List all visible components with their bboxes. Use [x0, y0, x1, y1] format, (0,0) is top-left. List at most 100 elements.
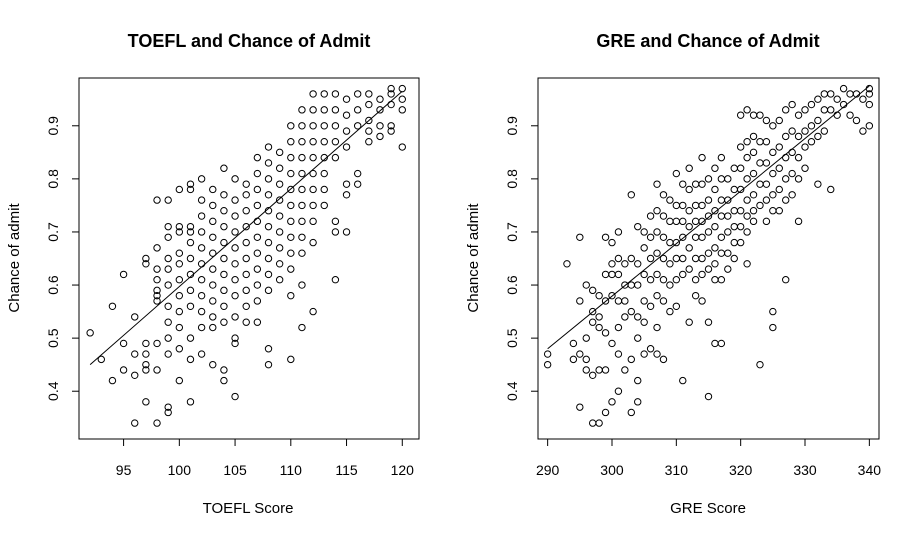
gre-data-point	[814, 116, 822, 125]
toefl-data-point	[287, 233, 295, 241]
toefl-data-point	[153, 265, 161, 273]
gre-data-point	[601, 408, 610, 417]
toefl-data-point	[342, 143, 351, 151]
gre-data-point	[743, 196, 751, 204]
toefl-data-point	[287, 217, 295, 226]
toefl-data-point	[153, 286, 161, 295]
gre-data-point	[653, 180, 661, 188]
gre-data-point	[762, 116, 771, 125]
gre-data-point	[698, 254, 706, 263]
gre-data-point	[846, 90, 854, 98]
toefl-data-point	[186, 355, 195, 364]
gre-data-point	[679, 180, 687, 188]
gre-data-point	[756, 159, 764, 167]
gre-data-point	[640, 318, 648, 326]
toefl-data-point	[231, 276, 239, 284]
gre-data-point	[865, 100, 874, 109]
toefl-data-point	[264, 143, 273, 151]
toefl-data-point	[353, 90, 362, 98]
toefl-data-point	[153, 291, 161, 300]
toefl-data-point	[142, 254, 150, 263]
toefl-data-point	[142, 366, 150, 374]
toefl-data-point	[231, 334, 239, 342]
gre-data-point	[756, 138, 764, 146]
toefl-data-point	[287, 153, 295, 162]
gre-data-point	[743, 106, 751, 114]
toefl-data-point	[186, 238, 195, 247]
gre-data-point	[749, 169, 758, 178]
gre-data-point	[640, 297, 648, 305]
toefl-data-point	[287, 122, 295, 130]
gre-data-point	[614, 387, 623, 395]
toefl-data-point	[353, 106, 362, 114]
toefl-data-point	[331, 106, 340, 114]
gre-data-point	[627, 307, 635, 316]
toefl-data-point	[298, 281, 306, 289]
gre-data-point	[588, 318, 597, 326]
gre-data-point	[588, 286, 597, 295]
toefl-data-point	[153, 366, 161, 374]
toefl-data-point	[275, 276, 284, 284]
toefl-data-point	[387, 127, 395, 135]
toefl-trendline-group	[89, 90, 403, 366]
gre-data-point	[653, 270, 661, 279]
gre-data-point	[833, 95, 841, 103]
toefl-data-point	[108, 376, 117, 385]
gre-data-point	[640, 270, 648, 279]
gre-data-point	[679, 254, 687, 263]
gre-data-point	[621, 313, 629, 321]
gre-data-point	[820, 127, 829, 135]
toefl-data-point	[298, 233, 306, 241]
gre-data-point	[646, 233, 655, 241]
toefl-data-point	[164, 302, 172, 310]
toefl-data-point	[275, 260, 284, 268]
gre-data-point	[704, 249, 713, 257]
gre-data-point	[717, 249, 726, 257]
gre-data-point	[769, 191, 777, 199]
toefl-trend-line	[89, 90, 403, 366]
gre-data-point	[698, 297, 706, 305]
gre-data-point	[685, 185, 693, 194]
gre-data-point	[704, 392, 713, 401]
gre-data-point	[743, 228, 751, 236]
toefl-data-point	[365, 116, 373, 125]
gre-data-point	[627, 191, 635, 199]
gre-data-point	[659, 276, 668, 284]
gre-data-point	[595, 366, 603, 374]
toefl-data-point	[264, 360, 273, 369]
toefl-data-point	[175, 228, 184, 236]
toefl-data-point	[220, 222, 228, 231]
gre-x-axis-label: GRE Score	[670, 500, 746, 517]
toefl-data-point	[287, 169, 295, 178]
toefl-data-point	[387, 122, 395, 130]
gre-data-point	[672, 201, 681, 210]
toefl-data-point	[197, 323, 206, 332]
toefl-data-point	[298, 169, 306, 178]
gre-data-point	[743, 175, 751, 183]
gre-data-point	[627, 408, 635, 417]
toefl-data-point	[231, 175, 239, 183]
gre-chart-title: GRE and Chance of Admit	[596, 31, 819, 51]
gre-trendline-group	[547, 85, 870, 350]
toefl-data-point	[242, 191, 250, 199]
gre-data-point	[749, 207, 758, 215]
toefl-data-point	[186, 228, 195, 236]
toefl-data-point	[320, 122, 328, 130]
toefl-data-point	[197, 212, 206, 220]
toefl-data-point	[131, 313, 139, 321]
toefl-data-point	[164, 408, 172, 417]
gre-data-point	[698, 201, 706, 210]
gre-data-point	[614, 297, 623, 305]
gre-data-point	[659, 233, 668, 241]
toefl-data-point	[164, 254, 172, 263]
gre-data-point	[691, 180, 700, 188]
gre-data-point	[614, 228, 623, 236]
toefl-data-point	[342, 111, 351, 119]
gre-data-point	[627, 254, 635, 263]
gre-data-point	[769, 307, 777, 316]
gre-data-point	[704, 228, 713, 236]
toefl-data-point	[387, 90, 395, 98]
gre-data-point	[807, 138, 816, 146]
gre-data-point	[859, 95, 867, 103]
gre-data-point	[762, 180, 771, 188]
